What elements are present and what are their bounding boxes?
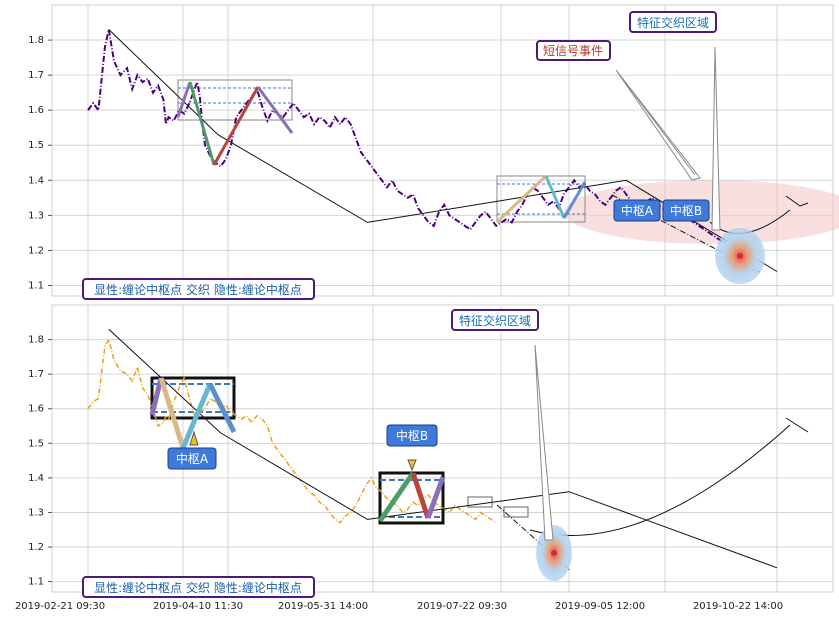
- x-tick-label: 2019-09-05 12:00: [555, 601, 645, 612]
- y-tick-label: 1.4: [28, 175, 44, 186]
- target-point-top: [737, 253, 743, 259]
- bottom-y-ticks: 1.1 1.2 1.3 1.4 1.5 1.6 1.7 1.8: [28, 335, 52, 588]
- feature-zone-label-bottom: 特征交织区域: [451, 309, 539, 331]
- svg-text:特征交织区域: 特征交织区域: [637, 15, 709, 30]
- zs-a-label-bottom: 中枢A: [167, 447, 217, 470]
- x-tick-label: 2019-04-10 11:30: [153, 601, 243, 612]
- legend-label-bottom: 显性:缠论中枢点 交织 隐性:缠论中枢点: [82, 576, 315, 598]
- zs-box-top-2: [496, 175, 586, 223]
- zigzag-stroke: [256, 86, 294, 134]
- zigzag-stroke: [158, 377, 186, 449]
- series-line: [87, 337, 497, 524]
- zigzag-stroke: [188, 81, 216, 166]
- top-y-ticks: 1.1 1.2 1.3 1.4 1.5 1.6 1.7 1.8: [28, 35, 52, 291]
- x-tick-label: 2019-10-22 14:00: [693, 601, 783, 612]
- series-line: [108, 328, 778, 569]
- zs-b-label-bottom: 中枢B: [386, 424, 438, 447]
- zigzag-stroke: [410, 472, 431, 519]
- x-tick-label: 2019-07-22 09:30: [417, 601, 507, 612]
- short-signal-label: 短信号事件: [536, 40, 611, 61]
- top-panel-frame: [51, 4, 834, 297]
- y-tick-label: 1.6: [28, 105, 44, 116]
- svg-text:中枢B: 中枢B: [670, 203, 702, 218]
- feature-zone-arrow-bottom: [534, 344, 554, 541]
- zigzag-stroke: [495, 174, 548, 224]
- svg-text:显性:缠论中枢点 交织 隐性:缠论中枢点: 显性:缠论中枢点 交织 隐性:缠论中枢点: [94, 282, 302, 297]
- y-tick-label: 1.8: [28, 35, 44, 46]
- x-ticks: 2019-02-21 09:30 2019-04-10 11:30 2019-05-…: [15, 601, 783, 612]
- y-tick-label: 1.7: [28, 70, 44, 81]
- y-tick-label: 1.6: [28, 404, 44, 415]
- projection-hook: [785, 417, 809, 433]
- y-tick-label: 1.4: [28, 473, 44, 484]
- svg-text:显性:缠论中枢点 交织 隐性:缠论中枢点: 显性:缠论中枢点 交织 隐性:缠论中枢点: [94, 580, 302, 595]
- svg-text:特征交织区域: 特征交织区域: [459, 313, 531, 328]
- feature-zone-arrow-top: [711, 46, 721, 231]
- y-tick-label: 1.1: [28, 577, 44, 588]
- y-tick-label: 1.3: [28, 507, 44, 518]
- zigzag-stroke: [149, 377, 164, 416]
- svg-text:中枢A: 中枢A: [176, 451, 209, 466]
- svg-text:短信号事件: 短信号事件: [543, 44, 603, 58]
- y-tick-label: 1.2: [28, 245, 44, 256]
- y-tick-label: 1.3: [28, 210, 44, 221]
- zigzag-stroke: [544, 175, 566, 219]
- projection-hook: [785, 195, 809, 207]
- y-tick-label: 1.2: [28, 542, 44, 553]
- zs-a-pointer: [189, 430, 199, 446]
- feature-zone-label-top: 特征交织区域: [629, 11, 717, 33]
- zs-b-pointer: [407, 459, 417, 472]
- zs-b-label-top: 中枢B: [662, 199, 710, 222]
- short-signal-arrow: [615, 69, 701, 181]
- y-tick-label: 1.5: [28, 140, 44, 151]
- legend-label-top: 显性:缠论中枢点 交织 隐性:缠论中枢点: [82, 278, 315, 300]
- zigzag-stroke: [176, 81, 192, 118]
- bottom-series: [87, 328, 778, 569]
- y-tick-label: 1.5: [28, 438, 44, 449]
- zigzag-stroke: [377, 471, 416, 523]
- y-tick-label: 1.8: [28, 335, 44, 346]
- zs-box-bottom-4: [503, 506, 529, 518]
- svg-text:中枢B: 中枢B: [396, 428, 428, 443]
- y-tick-label: 1.1: [28, 280, 44, 291]
- target-point-bottom: [551, 550, 557, 556]
- x-tick-label: 2019-02-21 09:30: [15, 601, 105, 612]
- x-tick-label: 2019-05-31 14:00: [278, 601, 368, 612]
- svg-text:中枢A: 中枢A: [621, 203, 654, 218]
- zigzag-stroke: [212, 86, 260, 166]
- zigzag-stroke: [207, 382, 237, 434]
- zigzag-stroke: [425, 476, 446, 519]
- zs-a-label-top: 中枢A: [613, 199, 661, 222]
- zigzag-stroke: [180, 383, 213, 449]
- zigzag-stroke: [562, 181, 587, 219]
- y-tick-label: 1.7: [28, 369, 44, 380]
